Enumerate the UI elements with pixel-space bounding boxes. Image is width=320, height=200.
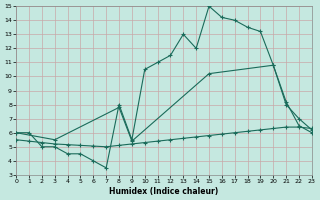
X-axis label: Humidex (Indice chaleur): Humidex (Indice chaleur)	[109, 187, 219, 196]
